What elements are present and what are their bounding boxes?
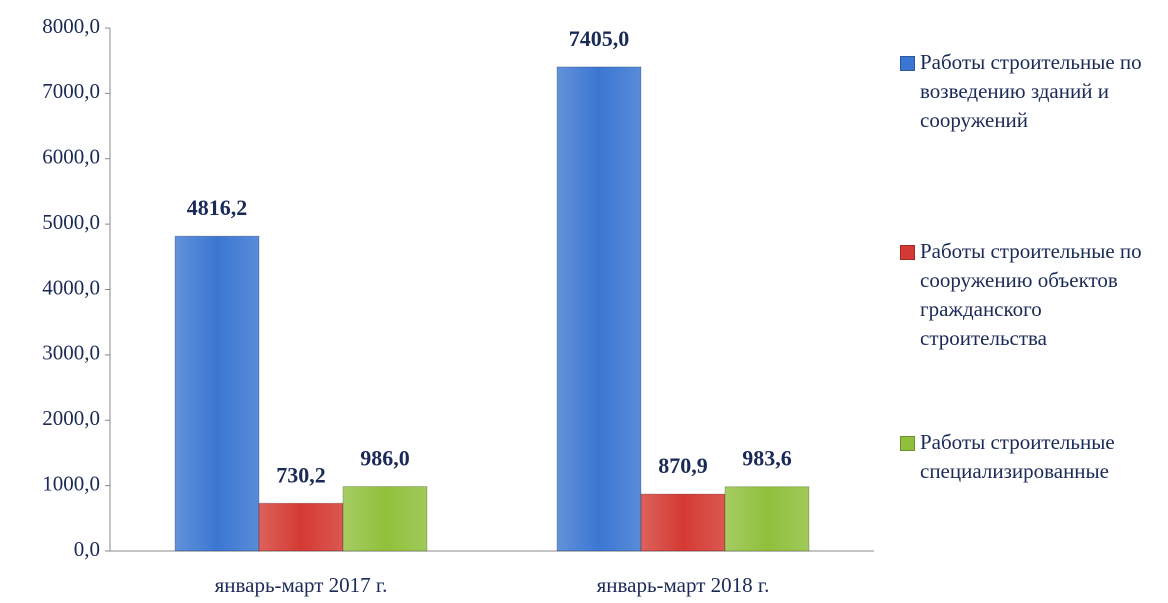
value-label: 983,6 [742, 446, 792, 471]
legend-swatch [900, 56, 915, 71]
legend-swatch [900, 436, 915, 451]
legend-label: Работы строительные по сооружению объект… [920, 239, 1142, 350]
x-tick-label: январь-март 2017 г. [215, 573, 388, 597]
legend-item: Работы строительные по сооружению объект… [900, 237, 1168, 353]
value-label: 870,9 [658, 453, 708, 478]
value-label: 730,2 [276, 462, 326, 487]
bar [258, 502, 344, 552]
value-label: 986,0 [360, 446, 410, 471]
bar [556, 66, 642, 552]
x-tick-label: январь-март 2018 г. [597, 573, 770, 597]
y-tick-label: 3000,0 [42, 341, 100, 365]
legend-item: Работы строительные по возведению зданий… [900, 48, 1168, 135]
y-tick-label: 6000,0 [42, 145, 100, 169]
y-tick-label: 7000,0 [42, 79, 100, 103]
value-label: 4816,2 [187, 195, 248, 220]
y-tick-label: 8000,0 [42, 14, 100, 38]
y-tick-label: 5000,0 [42, 210, 100, 234]
value-label: 7405,0 [569, 26, 630, 51]
bar [640, 493, 726, 552]
legend-label: Работы строительные по возведению зданий… [920, 50, 1142, 132]
bar [174, 235, 260, 552]
y-tick-label: 1000,0 [42, 471, 100, 495]
legend-item: Работы строительные специализированные [900, 428, 1168, 486]
legend-swatch [900, 245, 915, 260]
y-tick-label: 4000,0 [42, 275, 100, 299]
y-tick-label: 2000,0 [42, 406, 100, 430]
bar [342, 486, 428, 552]
legend-label: Работы строительные специализированные [920, 430, 1115, 483]
y-tick-label: 0,0 [74, 537, 100, 561]
bar [724, 486, 810, 552]
